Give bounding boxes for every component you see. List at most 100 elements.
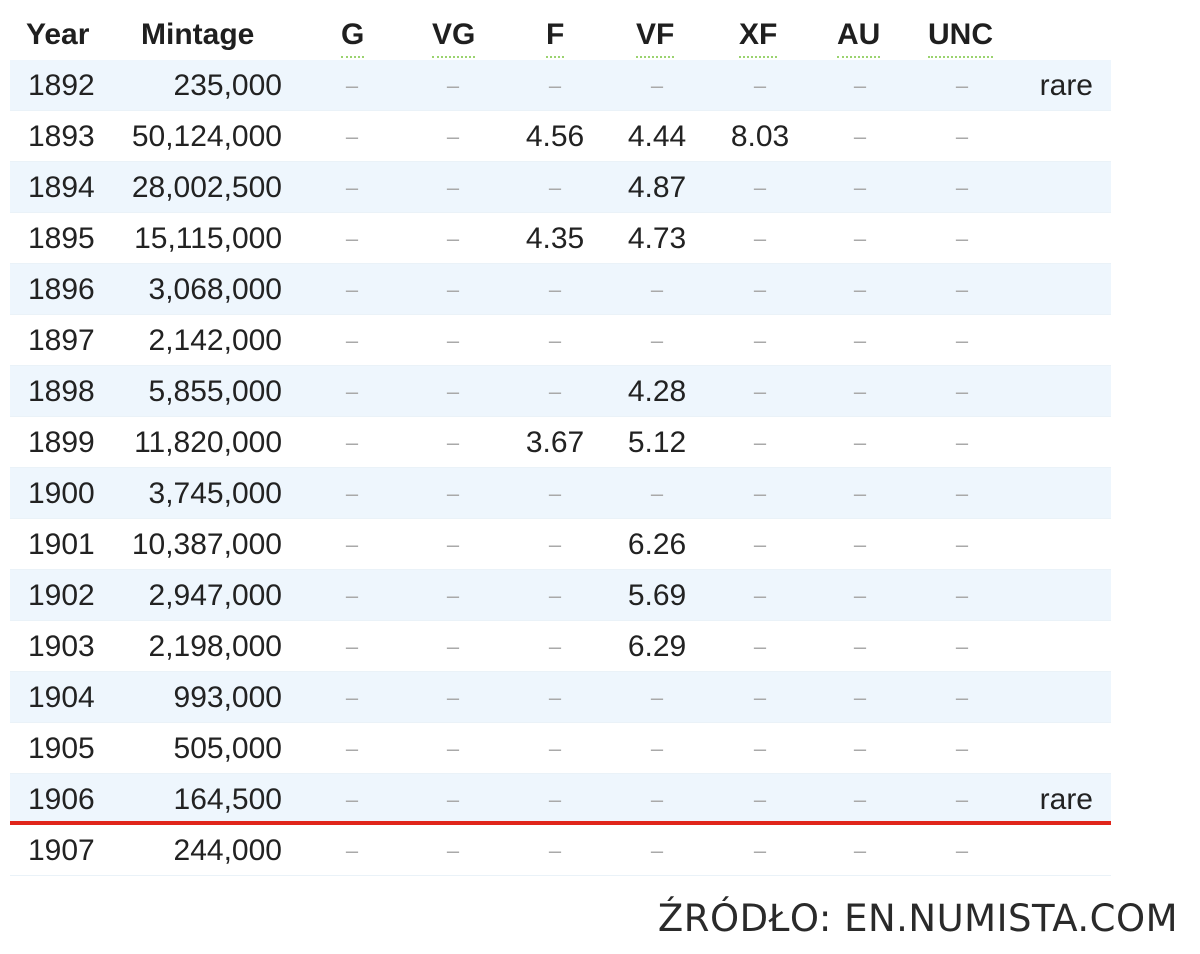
cell-g-value: – (345, 532, 359, 557)
cell-mintage: 2,142,000 (148, 324, 282, 357)
cell-vg-value: – (446, 124, 460, 149)
table-row: 1904 993,000 – – – – – – – (10, 672, 1111, 723)
cell-xf-value: – (753, 430, 767, 455)
header-vg[interactable]: VG (432, 18, 476, 58)
cell-mintage: 5,855,000 (148, 375, 282, 408)
cell-unc-value: – (955, 787, 969, 812)
cell-vf-value: – (650, 838, 664, 863)
cell-unc-value: – (955, 583, 969, 608)
cell-year: 1893 (28, 120, 95, 153)
table-body: 1892 235,000 – – – – – – – rare 1893 50,124,000 – – 4.… (10, 60, 1111, 876)
header-g[interactable]: G (341, 18, 365, 58)
cell-vf-value: 4.73 (627, 222, 687, 255)
cell-g-value: – (345, 634, 359, 659)
cell-mintage: 244,000 (173, 834, 282, 867)
cell-unc-value: – (955, 124, 969, 149)
cell-vg-value: – (446, 226, 460, 251)
cell-unc-value: – (955, 430, 969, 455)
cell-vf-value: – (650, 685, 664, 710)
cell-au-value: – (853, 73, 867, 98)
cell-g-value: – (345, 685, 359, 710)
cell-vf-value: – (650, 73, 664, 98)
cell-vf-value: – (650, 328, 664, 353)
cell-xf-value: – (753, 583, 767, 608)
cell-xf-value: – (753, 328, 767, 353)
cell-vf-value: 5.12 (627, 426, 687, 459)
cell-f-value: – (548, 634, 562, 659)
cell-vg-value: – (446, 532, 460, 557)
cell-vg-value: – (446, 175, 460, 200)
cell-vg-value: – (446, 583, 460, 608)
cell-xf-value: – (753, 532, 767, 557)
cell-f-value: – (548, 277, 562, 302)
cell-unc-value: – (955, 685, 969, 710)
cell-xf-value: – (753, 481, 767, 506)
cell-vf-value: 4.87 (627, 171, 687, 204)
table-row: 1901 10,387,000 – – – 6.26 – – – (10, 519, 1111, 570)
cell-xf-value: – (753, 73, 767, 98)
cell-au-value: – (853, 634, 867, 659)
cell-vf-value: 4.28 (627, 375, 687, 408)
cell-au-value: – (853, 787, 867, 812)
table-row: 1896 3,068,000 – – – – – – – (10, 264, 1111, 315)
cell-f-value: – (548, 73, 562, 98)
cell-unc-value: – (955, 532, 969, 557)
table-row: 1898 5,855,000 – – – 4.28 – – – (10, 366, 1111, 417)
cell-year: 1901 (28, 528, 95, 561)
cell-g-value: – (345, 124, 359, 149)
cell-mintage: 50,124,000 (131, 120, 282, 153)
table-row: 1892 235,000 – – – – – – – rare (10, 60, 1111, 111)
cell-g-value: – (345, 838, 359, 863)
cell-year: 1906 (28, 783, 95, 816)
table-row: 1894 28,002,500 – – – 4.87 – – – (10, 162, 1111, 213)
cell-unc-value: – (955, 73, 969, 98)
header-f[interactable]: F (546, 18, 565, 58)
cell-year: 1899 (28, 426, 95, 459)
header-unc[interactable]: UNC (928, 18, 993, 58)
cell-xf-value: – (753, 226, 767, 251)
cell-vf-value: – (650, 787, 664, 812)
cell-vg-value: – (446, 736, 460, 761)
cell-xf-value: – (753, 379, 767, 404)
cell-mintage: 505,000 (173, 732, 282, 765)
header-xf[interactable]: XF (739, 18, 778, 58)
cell-mintage: 15,115,000 (134, 222, 282, 255)
cell-g-value: – (345, 430, 359, 455)
cell-year: 1892 (28, 69, 95, 102)
cell-f-value: – (548, 175, 562, 200)
cell-vg-value: – (446, 73, 460, 98)
table-row: 1902 2,947,000 – – – 5.69 – – – (10, 570, 1111, 621)
cell-g-value: – (345, 277, 359, 302)
cell-year: 1895 (28, 222, 95, 255)
cell-xf-value: – (753, 175, 767, 200)
cell-year: 1898 (28, 375, 95, 408)
cell-vg-value: – (446, 328, 460, 353)
cell-vf-value: 4.44 (627, 120, 687, 153)
cell-note: rare (1039, 783, 1093, 816)
cell-vf-value: 6.29 (627, 630, 687, 663)
table-header: Year Mintage G VG F VF XF AU UNC (10, 8, 1111, 60)
cell-f-value: – (548, 685, 562, 710)
header-au[interactable]: AU (837, 18, 881, 58)
cell-mintage: 2,947,000 (148, 579, 282, 612)
cell-vf-value: – (650, 736, 664, 761)
table-row: 1897 2,142,000 – – – – – – – (10, 315, 1111, 366)
cell-au-value: – (853, 124, 867, 149)
cell-au-value: – (853, 481, 867, 506)
cell-f-value: – (548, 583, 562, 608)
cell-mintage: 235,000 (173, 69, 282, 102)
header-vf[interactable]: VF (636, 18, 675, 58)
table-row: 1907 244,000 – – – – – – – (10, 825, 1111, 876)
cell-note: rare (1039, 69, 1093, 102)
cell-f-value: 4.56 (525, 120, 585, 153)
cell-mintage: 993,000 (173, 681, 282, 714)
cell-vg-value: – (446, 634, 460, 659)
cell-mintage: 3,745,000 (148, 477, 282, 510)
header-mintage: Mintage (141, 18, 255, 51)
cell-au-value: – (853, 430, 867, 455)
cell-vg-value: – (446, 481, 460, 506)
cell-year: 1897 (28, 324, 95, 357)
cell-unc-value: – (955, 175, 969, 200)
cell-f-value: – (548, 379, 562, 404)
cell-vf-value: 6.26 (627, 528, 687, 561)
